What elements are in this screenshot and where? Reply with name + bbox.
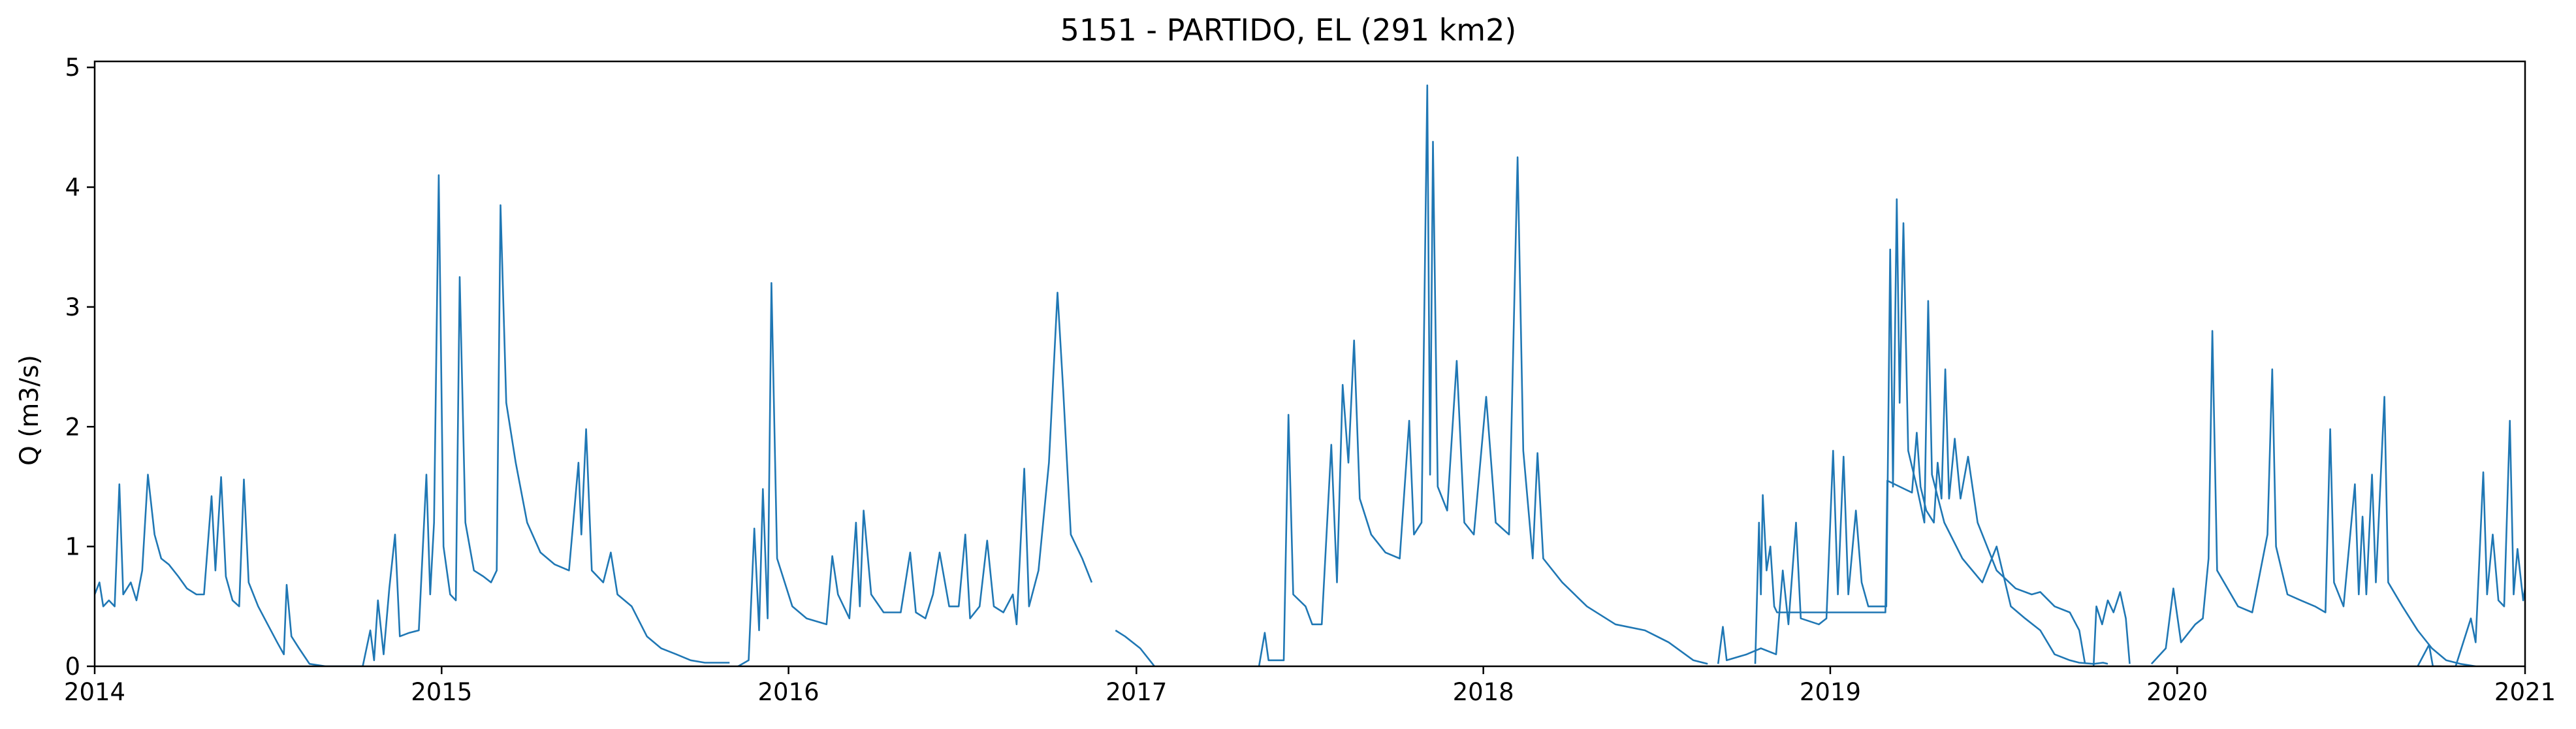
series-line-segment-0-2 bbox=[737, 282, 1093, 666]
y-tick-label: 1 bbox=[65, 533, 80, 561]
chart-title: 5151 - PARTIDO, EL (291 km2) bbox=[1060, 12, 1517, 48]
x-tick-label: 2018 bbox=[1453, 678, 1514, 706]
x-tick-label: 2020 bbox=[2146, 678, 2208, 706]
x-tick-label: 2014 bbox=[64, 678, 125, 706]
y-axis-title: Q (m3/s) bbox=[15, 355, 44, 466]
x-tick-label: 2019 bbox=[1800, 678, 1861, 706]
series-line-segment-0-6 bbox=[1754, 368, 2086, 664]
series-line-segment-0-5 bbox=[1717, 198, 2108, 665]
series-layer bbox=[95, 84, 2525, 666]
y-tick-label: 3 bbox=[65, 293, 80, 321]
series-line-segment-0-3 bbox=[1115, 629, 1156, 666]
y-tick-label: 0 bbox=[65, 653, 80, 681]
series-line-segment-0-0 bbox=[95, 474, 362, 666]
y-tick-label: 2 bbox=[65, 413, 80, 441]
x-axis: 2014 2015 2016 2017 2018 2019 2020 2021 bbox=[64, 666, 2556, 706]
x-tick-label: 2015 bbox=[411, 678, 472, 706]
x-tick-label: 2017 bbox=[1105, 678, 1167, 706]
series-line-segment-0-1 bbox=[362, 174, 730, 666]
x-tick-label: 2016 bbox=[758, 678, 819, 706]
y-axis: 0 1 2 3 4 5 bbox=[65, 54, 95, 681]
y-tick-label: 4 bbox=[65, 174, 80, 202]
series-line-segment-0-4 bbox=[1258, 84, 1708, 666]
y-tick-label: 5 bbox=[65, 54, 80, 82]
series-line-segment-0-9 bbox=[2417, 643, 2441, 666]
series-line-segment-0-8 bbox=[2150, 330, 2476, 666]
x-tick-label: 2021 bbox=[2494, 678, 2556, 706]
series-line-segment-0-7 bbox=[2092, 591, 2131, 666]
series-line-segment-0-10 bbox=[2455, 419, 2525, 666]
plot-frame bbox=[93, 60, 2526, 668]
